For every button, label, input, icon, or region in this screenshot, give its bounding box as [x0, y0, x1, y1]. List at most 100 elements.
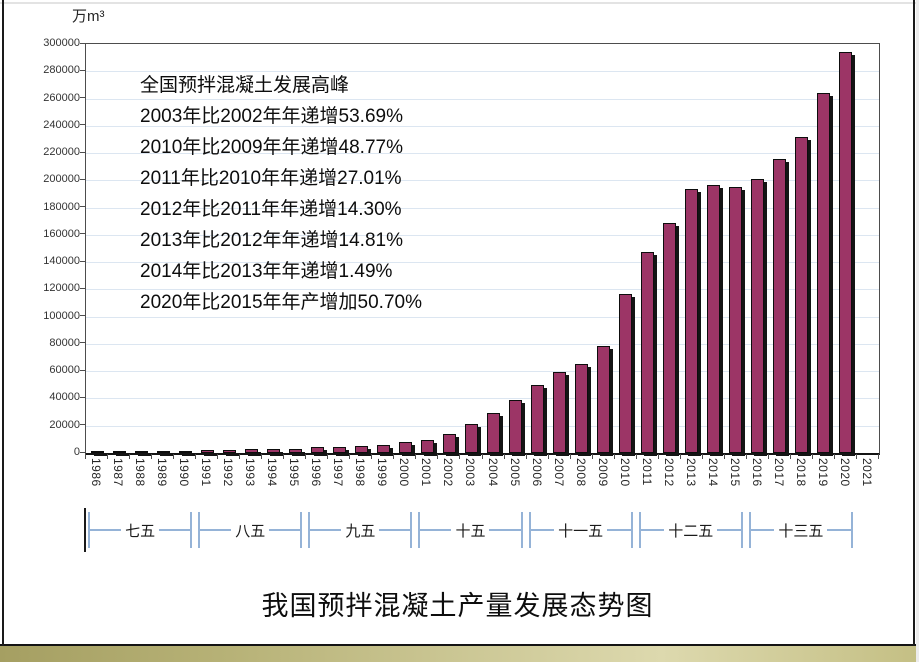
bracket-left-tick [528, 512, 531, 548]
bracket-right-tick [520, 512, 523, 548]
bar-1988 [134, 451, 148, 453]
gridline [86, 71, 879, 73]
x-axis-label-2009: 2009 [595, 458, 610, 487]
x-axis-label-2007: 2007 [551, 458, 566, 487]
slide-footer-gradient-bar [0, 644, 919, 662]
x-axis-tick [327, 454, 329, 459]
bracket-left-tick [638, 512, 641, 548]
gridline [86, 207, 879, 209]
fyp-bracket-4: 十五 [418, 508, 523, 552]
fyp-label: 九五 [345, 522, 376, 540]
x-axis-label-1996: 1996 [309, 458, 324, 487]
x-axis-label-1989: 1989 [155, 458, 170, 487]
slide-right-border [913, 0, 915, 646]
gridline [86, 343, 879, 345]
bracket-right-tick [410, 512, 413, 548]
fyp-bracket-7: 十三五 [748, 508, 853, 552]
x-axis-tick [811, 454, 813, 459]
x-axis-label-1991: 1991 [199, 458, 214, 487]
bar-1998 [354, 446, 368, 453]
fyp-bracket-3: 九五 [308, 508, 413, 552]
y-axis-tick [80, 124, 85, 126]
y-axis-label: 260000 [43, 91, 80, 104]
gridline [86, 316, 879, 318]
x-axis-tick [679, 454, 681, 459]
gridline [86, 289, 879, 291]
x-axis-tick [767, 454, 769, 459]
x-axis-tick [437, 454, 439, 459]
y-axis-tick [80, 260, 85, 262]
bracket-right-tick [740, 512, 743, 548]
x-axis-tick [591, 454, 593, 459]
x-axis-tick [415, 454, 417, 459]
fyp-bracket-6: 十二五 [638, 508, 743, 552]
annotation-line-1: 全国预拌混凝土发展高峰 [140, 75, 350, 96]
x-axis-label-2013: 2013 [683, 458, 698, 487]
x-axis-tick [878, 454, 879, 459]
x-axis-tick [129, 454, 131, 459]
bracket-right-tick [300, 512, 303, 548]
y-axis-label: 180000 [43, 200, 80, 213]
bar-1996 [310, 447, 324, 453]
x-axis-label-1998: 1998 [353, 458, 368, 487]
bar-2013 [685, 188, 699, 453]
x-axis-label-2003: 2003 [463, 458, 478, 487]
x-axis-label-1994: 1994 [265, 458, 280, 487]
y-axis-label: 300000 [43, 37, 80, 49]
bar-1994 [266, 449, 280, 453]
bracket-right-tick [630, 512, 633, 548]
x-axis-label-2015: 2015 [727, 458, 742, 487]
bracket-line [159, 529, 191, 531]
y-axis-label: 160000 [43, 227, 80, 240]
x-axis-tick [833, 454, 835, 459]
y-axis-label: 20000 [49, 418, 80, 431]
bracket-left-tick [308, 512, 311, 548]
x-axis-tick [261, 454, 263, 459]
y-axis-tick [80, 69, 85, 71]
bar-1987 [112, 451, 126, 453]
x-axis-tick [151, 454, 153, 459]
bar-2011 [641, 251, 655, 453]
fyp-label: 十五 [455, 522, 486, 540]
gridline [86, 98, 879, 100]
x-axis-label-2011: 2011 [639, 458, 654, 486]
y-axis-tick [80, 287, 85, 289]
x-axis-tick [701, 454, 703, 459]
annotation-line-7: 2014年比2013年年递增1.49% [140, 261, 393, 282]
y-axis-label: 100000 [43, 309, 80, 322]
fyp-axis-start-line [84, 508, 86, 552]
bar-2007 [553, 371, 567, 453]
y-axis-label: 220000 [43, 146, 80, 159]
x-axis-label-2001: 2001 [419, 458, 434, 487]
y-axis-label: 240000 [43, 118, 80, 131]
bar-2004 [487, 413, 500, 453]
bar-2006 [531, 384, 545, 453]
x-axis-label-2016: 2016 [749, 458, 764, 487]
bar-1999 [376, 444, 390, 453]
annotation-line-3: 2010年比2009年年递增48.77% [140, 137, 403, 158]
bar-2001 [420, 439, 434, 453]
bracket-line [827, 529, 851, 531]
bracket-line [90, 529, 122, 531]
x-axis-label-1995: 1995 [287, 458, 302, 487]
bar-2017 [773, 158, 787, 453]
bracket-line [640, 529, 665, 531]
gridline [86, 425, 879, 427]
x-axis-label-1992: 1992 [221, 458, 236, 487]
bracket-line [750, 529, 775, 531]
y-axis-tick [80, 206, 85, 208]
fyp-label: 七五 [125, 522, 156, 540]
bar-1990 [178, 451, 192, 453]
gridline [86, 153, 879, 155]
bar-2003 [464, 423, 478, 453]
x-axis-tick [613, 454, 615, 459]
bar-2019 [817, 93, 831, 453]
fyp-label: 八五 [235, 522, 266, 540]
y-axis-tick [80, 97, 85, 99]
bracket-line [269, 529, 301, 531]
x-axis-label-1999: 1999 [375, 458, 390, 487]
fyp-bracket-1: 七五 [88, 508, 193, 552]
x-axis-label-1997: 1997 [331, 458, 346, 487]
y-axis-tick [80, 151, 85, 153]
annotation-line-6: 2013年比2012年年递增14.81% [140, 230, 403, 251]
